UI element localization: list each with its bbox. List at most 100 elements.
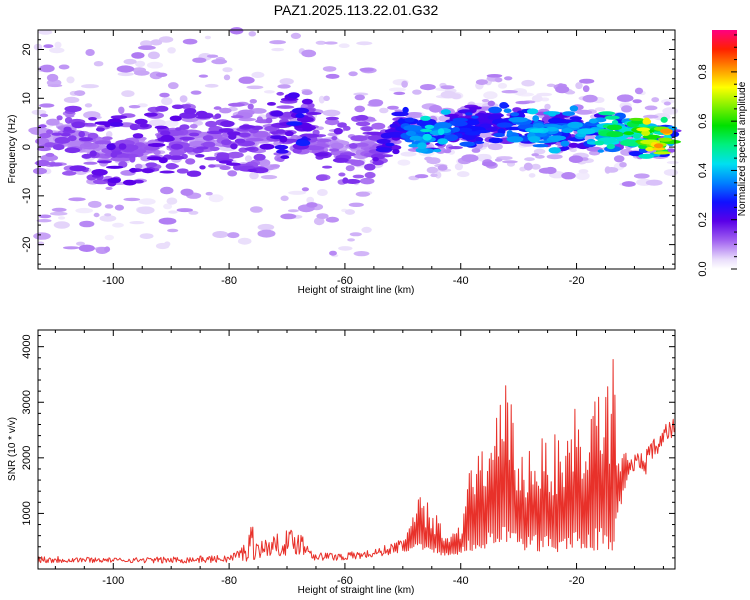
heatmap-cell	[301, 187, 309, 192]
heatmap-cell	[123, 197, 141, 202]
heatmap-cell	[276, 149, 289, 154]
snr-x-ticks: -100 -80 -60 -40 -20	[54, 330, 664, 587]
spectrogram-x-label: Height of straight line (km)	[298, 285, 415, 296]
heatmap-cell	[61, 170, 77, 176]
heatmap-cell	[171, 104, 184, 110]
heatmap-cell	[548, 147, 561, 154]
x-tick-label: -20	[569, 275, 585, 287]
heatmap-cell	[105, 131, 113, 138]
heatmap-cell	[638, 153, 655, 159]
heatmap-cell	[415, 147, 428, 153]
heatmap-cell	[633, 173, 650, 179]
heatmap-cell	[87, 132, 99, 140]
heatmap-cell	[366, 131, 383, 136]
heatmap-cell	[106, 143, 116, 151]
heatmap-cell	[653, 143, 664, 149]
heatmap-cell	[611, 120, 619, 125]
heatmap-cell	[303, 145, 325, 151]
heatmap-cell	[389, 123, 398, 128]
heatmap-cell	[208, 164, 216, 168]
heatmap-cell	[364, 163, 376, 171]
heatmap-cell	[89, 150, 97, 157]
heatmap-cell	[275, 129, 286, 134]
heatmap-cell	[532, 115, 540, 122]
heatmap-cell	[361, 226, 372, 233]
heatmap-cell	[36, 147, 52, 152]
heatmap-cell	[51, 207, 67, 212]
heatmap-cell	[158, 157, 168, 164]
heatmap-cell	[139, 123, 149, 128]
heatmap-cell	[368, 99, 384, 107]
heatmap-cell	[473, 141, 485, 144]
heatmap-cell	[204, 156, 219, 161]
heatmap-cell	[145, 162, 158, 168]
heatmap-cell	[260, 175, 278, 180]
heatmap-cell	[78, 244, 95, 252]
heatmap-cell	[457, 127, 473, 133]
heatmap-cell	[229, 27, 244, 35]
heatmap-cell	[163, 203, 173, 210]
heatmap-cell	[435, 171, 442, 179]
heatmap-cell	[46, 118, 60, 126]
heatmap-cell	[247, 103, 254, 110]
heatmap-cell	[49, 162, 63, 167]
heatmap-cell	[94, 121, 113, 125]
heatmap-cell	[129, 123, 140, 131]
heatmap-cell	[220, 120, 235, 128]
heatmap-cell	[575, 172, 590, 180]
heatmap-cell	[189, 124, 198, 129]
heatmap-cell	[165, 163, 178, 170]
heatmap-cell	[616, 94, 634, 102]
heatmap-cell	[440, 109, 451, 115]
heatmap-cell	[306, 112, 322, 115]
heatmap-cell	[183, 146, 196, 153]
heatmap-cell	[471, 148, 481, 153]
heatmap-cell	[121, 90, 135, 97]
heatmap-cell	[93, 212, 100, 218]
heatmap-cell	[454, 163, 463, 171]
heatmap-cell	[65, 114, 75, 118]
heatmap-cell	[79, 220, 95, 228]
heatmap-cell	[613, 155, 625, 163]
heatmap-cell	[249, 99, 257, 104]
heatmap-cell	[594, 107, 606, 112]
heatmap-cell	[561, 172, 576, 180]
heatmap-cell	[176, 208, 193, 213]
heatmap-cell	[213, 106, 222, 110]
heatmap-cell	[452, 126, 460, 133]
heatmap-cell	[314, 152, 329, 157]
heatmap-cell	[81, 153, 92, 159]
heatmap-cell	[420, 115, 431, 121]
heatmap-cell	[253, 153, 266, 161]
heatmap-cell	[221, 139, 232, 146]
heatmap-cell	[167, 47, 176, 54]
heatmap-cell	[598, 111, 616, 116]
heatmap-cell	[71, 121, 86, 129]
heatmap-cell	[280, 155, 290, 160]
heatmap-cell	[546, 83, 556, 88]
heatmap-cell	[499, 102, 509, 109]
heatmap-cell	[158, 36, 174, 43]
heatmap-cell	[523, 162, 533, 171]
heatmap-cell	[128, 105, 141, 109]
heatmap-cell	[276, 91, 285, 96]
heatmap-cell	[354, 105, 366, 113]
heatmap-cell	[337, 122, 347, 128]
heatmap-cell	[376, 138, 391, 144]
heatmap-cell	[196, 115, 210, 119]
heatmap-cell	[185, 158, 196, 165]
heatmap-cell	[461, 154, 479, 163]
heatmap-cell	[292, 107, 309, 114]
heatmap-cell	[632, 99, 642, 104]
heatmap-cell	[141, 168, 154, 174]
heatmap-cell	[437, 128, 445, 136]
heatmap-cell	[361, 126, 373, 132]
y-tick-label: 0	[21, 144, 33, 150]
heatmap-cell	[195, 110, 208, 117]
heatmap-cell	[430, 173, 438, 178]
heatmap-cell	[322, 109, 341, 117]
heatmap-cell	[134, 118, 148, 125]
heatmap-cell	[69, 165, 87, 172]
heatmap-cell	[349, 143, 358, 149]
